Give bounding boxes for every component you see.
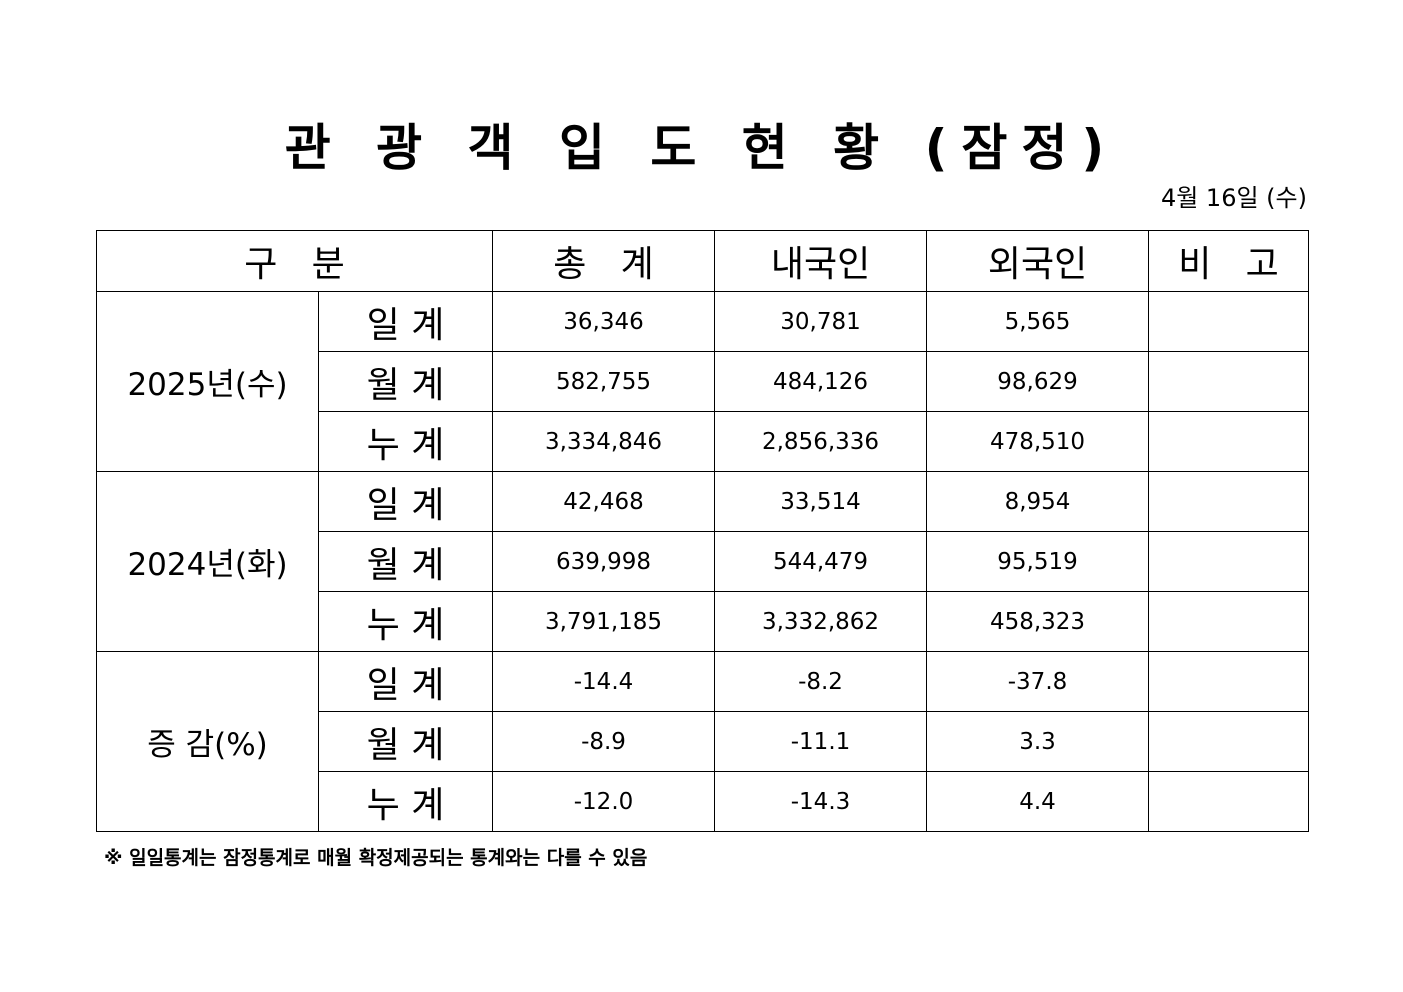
remarks-value bbox=[1148, 711, 1310, 772]
group-label: 증 감(%) bbox=[96, 651, 319, 832]
group-label: 2025년(수) bbox=[96, 291, 319, 472]
domestic-value: -14.3 bbox=[714, 771, 928, 832]
table-row: 증 감(%) 일 계 -14.4 -8.2 -37.8 bbox=[96, 651, 1310, 832]
total-value: -8.9 bbox=[492, 711, 716, 772]
footnote: ※ 일일통계는 잠정통계로 매월 확정제공되는 통계와는 다를 수 있음 bbox=[104, 847, 648, 869]
remarks-value bbox=[1148, 591, 1310, 652]
table-row: 누 계 -12.0 -14.3 4.4 bbox=[97, 771, 1310, 832]
total-value: 3,334,846 bbox=[492, 411, 716, 472]
domestic-value: 544,479 bbox=[714, 531, 928, 592]
table-row: 월 계 -8.9 -11.1 3.3 bbox=[97, 711, 1310, 772]
table-header-row: 구 분 총 계 내국인 외국인 비 고 bbox=[95, 230, 1310, 292]
remarks-value bbox=[1148, 771, 1310, 832]
row-label: 누 계 bbox=[317, 591, 494, 652]
total-value: 639,998 bbox=[492, 531, 716, 592]
domestic-value: 33,514 bbox=[714, 471, 928, 532]
total-value: 36,346 bbox=[492, 291, 716, 352]
header-category: 구 분 bbox=[95, 230, 494, 292]
row-label: 누 계 bbox=[317, 411, 494, 472]
foreign-value: -37.8 bbox=[926, 651, 1150, 712]
foreign-value: 98,629 bbox=[926, 351, 1150, 412]
row-label: 일 계 bbox=[317, 651, 494, 712]
domestic-value: 484,126 bbox=[714, 351, 928, 412]
total-value: -12.0 bbox=[492, 771, 716, 832]
domestic-value: 30,781 bbox=[714, 291, 928, 352]
total-value: -14.4 bbox=[492, 651, 716, 712]
total-value: 3,791,185 bbox=[492, 591, 716, 652]
table-row: 월 계 639,998 544,479 95,519 bbox=[97, 531, 1310, 592]
foreign-value: 95,519 bbox=[926, 531, 1150, 592]
domestic-value: 3,332,862 bbox=[714, 591, 928, 652]
table-row: 누 계 3,791,185 3,332,862 458,323 bbox=[97, 591, 1310, 652]
page-title: 관 광 객 입 도 현 황 (잠정) bbox=[284, 119, 1119, 177]
table-row: 2025년(수) 일 계 36,346 30,781 5,565 bbox=[96, 291, 1310, 472]
visitor-stats-table: 구 분 총 계 내국인 외국인 비 고 2025년(수) 일 계 36,346 … bbox=[95, 230, 1310, 832]
table-row: 2024년(화) 일 계 42,468 33,514 8,954 bbox=[96, 471, 1310, 652]
remarks-value bbox=[1148, 351, 1310, 412]
remarks-value bbox=[1148, 531, 1310, 592]
remarks-value bbox=[1148, 411, 1310, 472]
header-domestic: 내국인 bbox=[714, 230, 928, 292]
foreign-value: 5,565 bbox=[926, 291, 1150, 352]
header-total: 총 계 bbox=[492, 230, 716, 292]
domestic-value: -8.2 bbox=[714, 651, 928, 712]
foreign-value: 478,510 bbox=[926, 411, 1150, 472]
foreign-value: 458,323 bbox=[926, 591, 1150, 652]
table-row: 누 계 3,334,846 2,856,336 478,510 bbox=[97, 411, 1310, 472]
row-label: 월 계 bbox=[317, 351, 494, 412]
total-value: 42,468 bbox=[492, 471, 716, 532]
report-date: 4월 16일 (수) bbox=[1160, 184, 1307, 212]
remarks-value bbox=[1148, 471, 1310, 532]
header-foreign: 외국인 bbox=[926, 230, 1150, 292]
row-label: 누 계 bbox=[317, 771, 494, 832]
header-remarks: 비 고 bbox=[1148, 230, 1310, 292]
domestic-value: 2,856,336 bbox=[714, 411, 928, 472]
remarks-value bbox=[1148, 651, 1310, 712]
foreign-value: 8,954 bbox=[926, 471, 1150, 532]
row-label: 일 계 bbox=[317, 471, 494, 532]
domestic-value: -11.1 bbox=[714, 711, 928, 772]
foreign-value: 4.4 bbox=[926, 771, 1150, 832]
row-label: 일 계 bbox=[317, 291, 494, 352]
total-value: 582,755 bbox=[492, 351, 716, 412]
row-label: 월 계 bbox=[317, 711, 494, 772]
remarks-value bbox=[1148, 291, 1310, 352]
row-label: 월 계 bbox=[317, 531, 494, 592]
group-label: 2024년(화) bbox=[96, 471, 319, 652]
foreign-value: 3.3 bbox=[926, 711, 1150, 772]
